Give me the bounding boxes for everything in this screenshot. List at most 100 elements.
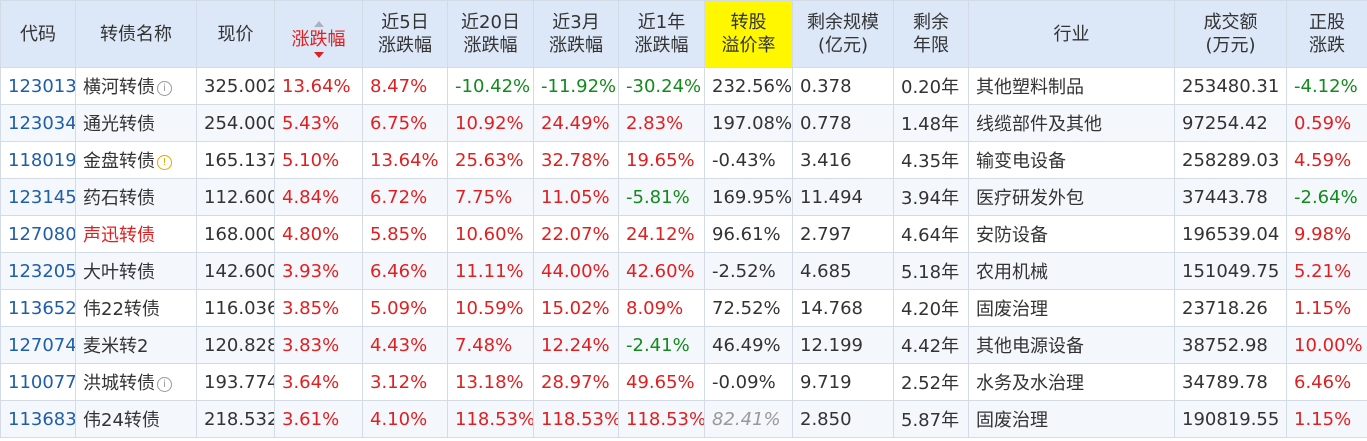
bond-name-link[interactable]: 药石转债 (83, 188, 155, 209)
cell-chg3m: 22.07% (533, 215, 619, 253)
col-header-change[interactable]: 涨跌幅 (274, 0, 363, 68)
info-icon[interactable]: i (157, 377, 172, 392)
cell-name[interactable]: 药石转债 (75, 178, 197, 216)
cell-name[interactable]: 通光转债 (75, 104, 197, 142)
bond-code-link[interactable]: 127074 (8, 334, 76, 356)
table-row[interactable]: 110077 洪城转债 i 193.774 3.64% 3.12% 13.18% 28.97%… (0, 363, 1367, 401)
cell-code[interactable]: 127074 (0, 326, 76, 364)
cell-name[interactable]: 麦米转2 (75, 326, 197, 364)
cell-code[interactable]: 123205 (0, 252, 76, 290)
header-label-line1: 剩余 (913, 12, 949, 33)
col-header-code[interactable]: 代码 (0, 0, 76, 68)
cell-value: 254.000 (204, 112, 275, 134)
cell-code[interactable]: 113652 (0, 289, 76, 327)
cell-name[interactable]: 金盘转债! (75, 141, 197, 179)
cell-value: -0.43% (712, 149, 776, 171)
col-header-chg5d[interactable]: 近5日 涨跌幅 (362, 0, 448, 68)
col-header-chg3m[interactable]: 近3月 涨跌幅 (533, 0, 619, 68)
col-header-industry[interactable]: 行业 (968, 0, 1175, 68)
table-row[interactable]: 127080 声迅转债 168.000 4.80% 5.85% 10.60% 22.07% 2… (0, 215, 1367, 253)
cell-premium: 232.56% (704, 67, 793, 105)
col-header-name[interactable]: 转债名称 (75, 0, 197, 68)
cell-code[interactable]: 123013 (0, 67, 76, 105)
table-row[interactable]: 123013 横河转债 i 325.002 13.64% 8.47% -10.42% -11.… (0, 67, 1367, 105)
bond-code-link[interactable]: 110077 (8, 371, 76, 393)
col-header-volume[interactable]: 成交额 (万元) (1174, 0, 1287, 68)
bond-name-link[interactable]: 横河转债 (83, 77, 155, 98)
table-row[interactable]: 118019 金盘转债! 165.137 5.10% 13.64% 25.63% 32.78… (0, 141, 1367, 179)
table-row[interactable]: 123145 药石转债 112.600 4.84% 6.72% 7.75% 11.05% -5… (0, 178, 1367, 216)
bond-name-link[interactable]: 声迅转债 (83, 225, 155, 246)
cell-price: 193.774 (196, 363, 275, 401)
cell-value: 1.15% (1294, 297, 1352, 319)
bond-code-link[interactable]: 113683 (8, 408, 76, 430)
warning-icon[interactable]: ! (157, 155, 172, 170)
cell-code[interactable]: 127080 (0, 215, 76, 253)
bond-code-link[interactable]: 123145 (8, 186, 76, 208)
cell-value: 118.53% (626, 408, 705, 430)
cell-name[interactable]: 声迅转债 (75, 215, 197, 253)
cell-value: 151049.75 (1182, 260, 1280, 282)
bond-name-link[interactable]: 大叶转债 (83, 262, 155, 283)
cell-chg5d: 4.10% (362, 400, 448, 438)
cell-name[interactable]: 伟24转债 (75, 400, 197, 438)
cell-years: 0.20年 (893, 67, 969, 105)
cell-chg20d: 10.59% (447, 289, 534, 327)
cell-price: 165.137 (196, 141, 275, 179)
table-row[interactable]: 113652 伟22转债 116.036 3.85% 5.09% 10.59% 15.02%… (0, 289, 1367, 327)
bond-code-link[interactable]: 127080 (8, 223, 76, 245)
cell-code[interactable]: 123034 (0, 104, 76, 142)
cell-value: 197.08% (712, 112, 793, 134)
cell-name[interactable]: 大叶转债 (75, 252, 197, 290)
table-row[interactable]: 123205 大叶转债 142.600 3.93% 6.46% 11.11% 44.00% 4… (0, 252, 1367, 290)
bond-name-link[interactable]: 伟24转债 (83, 410, 160, 431)
col-header-chg1y[interactable]: 近1年 涨跌幅 (618, 0, 705, 68)
bond-name-link[interactable]: 伟22转债 (83, 299, 160, 320)
table-row[interactable]: 127074 麦米转2 120.828 3.83% 4.43% 7.48% 12.24% -2… (0, 326, 1367, 364)
bond-name-link[interactable]: 洪城转债 (83, 373, 155, 394)
cell-value: 6.46% (1294, 371, 1352, 393)
bond-name-link[interactable]: 通光转债 (83, 114, 155, 135)
table-row[interactable]: 123034 通光转债 254.000 5.43% 6.75% 10.92% 24.49% 2… (0, 104, 1367, 142)
col-header-premium[interactable]: 转股 溢价率 (704, 0, 793, 68)
bond-code-link[interactable]: 118019 (8, 149, 76, 171)
cell-name[interactable]: 洪城转债 i (75, 363, 197, 401)
cell-value: 3.85% (282, 297, 340, 319)
cell-name[interactable]: 横河转债 i (75, 67, 197, 105)
bond-code-link[interactable]: 113652 (8, 297, 76, 319)
bond-code-link[interactable]: 123205 (8, 260, 76, 282)
cell-code[interactable]: 110077 (0, 363, 76, 401)
col-header-stock-change[interactable]: 正股 涨跌 (1286, 0, 1367, 68)
cell-value: 3.83% (282, 334, 340, 356)
info-icon[interactable]: i (157, 81, 172, 96)
bond-name-link[interactable]: 金盘转债 (83, 151, 155, 172)
cell-chg5d: 5.09% (362, 289, 448, 327)
cell-value: -10.42% (455, 75, 531, 97)
cell-name[interactable]: 伟22转债 (75, 289, 197, 327)
cell-chg1y: 8.09% (618, 289, 705, 327)
cell-chg: 3.61% (274, 400, 363, 438)
cell-value: 0.378 (800, 75, 852, 97)
cell-value: 49.65% (626, 371, 695, 393)
col-header-scale[interactable]: 剩余规模 (亿元) (792, 0, 894, 68)
col-header-chg20d[interactable]: 近20日 涨跌幅 (447, 0, 534, 68)
cell-price: 218.532 (196, 400, 275, 438)
cell-code[interactable]: 113683 (0, 400, 76, 438)
header-label-line2: 涨跌幅 (378, 35, 432, 56)
cell-code[interactable]: 118019 (0, 141, 76, 179)
col-header-price[interactable]: 现价 (196, 0, 275, 68)
header-label-line2: 涨跌幅 (463, 35, 518, 56)
cell-value: 5.85% (370, 223, 428, 245)
header-label-line2: 涨跌幅 (634, 35, 689, 56)
table-row[interactable]: 113683 伟24转债 218.532 3.61% 4.10% 118.53% 118.5… (0, 400, 1367, 438)
cell-value: 232.56% (712, 75, 793, 97)
col-header-years[interactable]: 剩余 年限 (893, 0, 969, 68)
cell-premium: -0.43% (704, 141, 793, 179)
cell-code[interactable]: 123145 (0, 178, 76, 216)
bond-code-link[interactable]: 123034 (8, 112, 76, 134)
bond-code-link[interactable]: 123013 (8, 75, 76, 97)
cell-chg: 13.64% (274, 67, 363, 105)
bond-name-link[interactable]: 麦米转2 (83, 336, 149, 357)
cell-chg20d: 118.53% (447, 400, 534, 438)
cell-chg3m: 15.02% (533, 289, 619, 327)
